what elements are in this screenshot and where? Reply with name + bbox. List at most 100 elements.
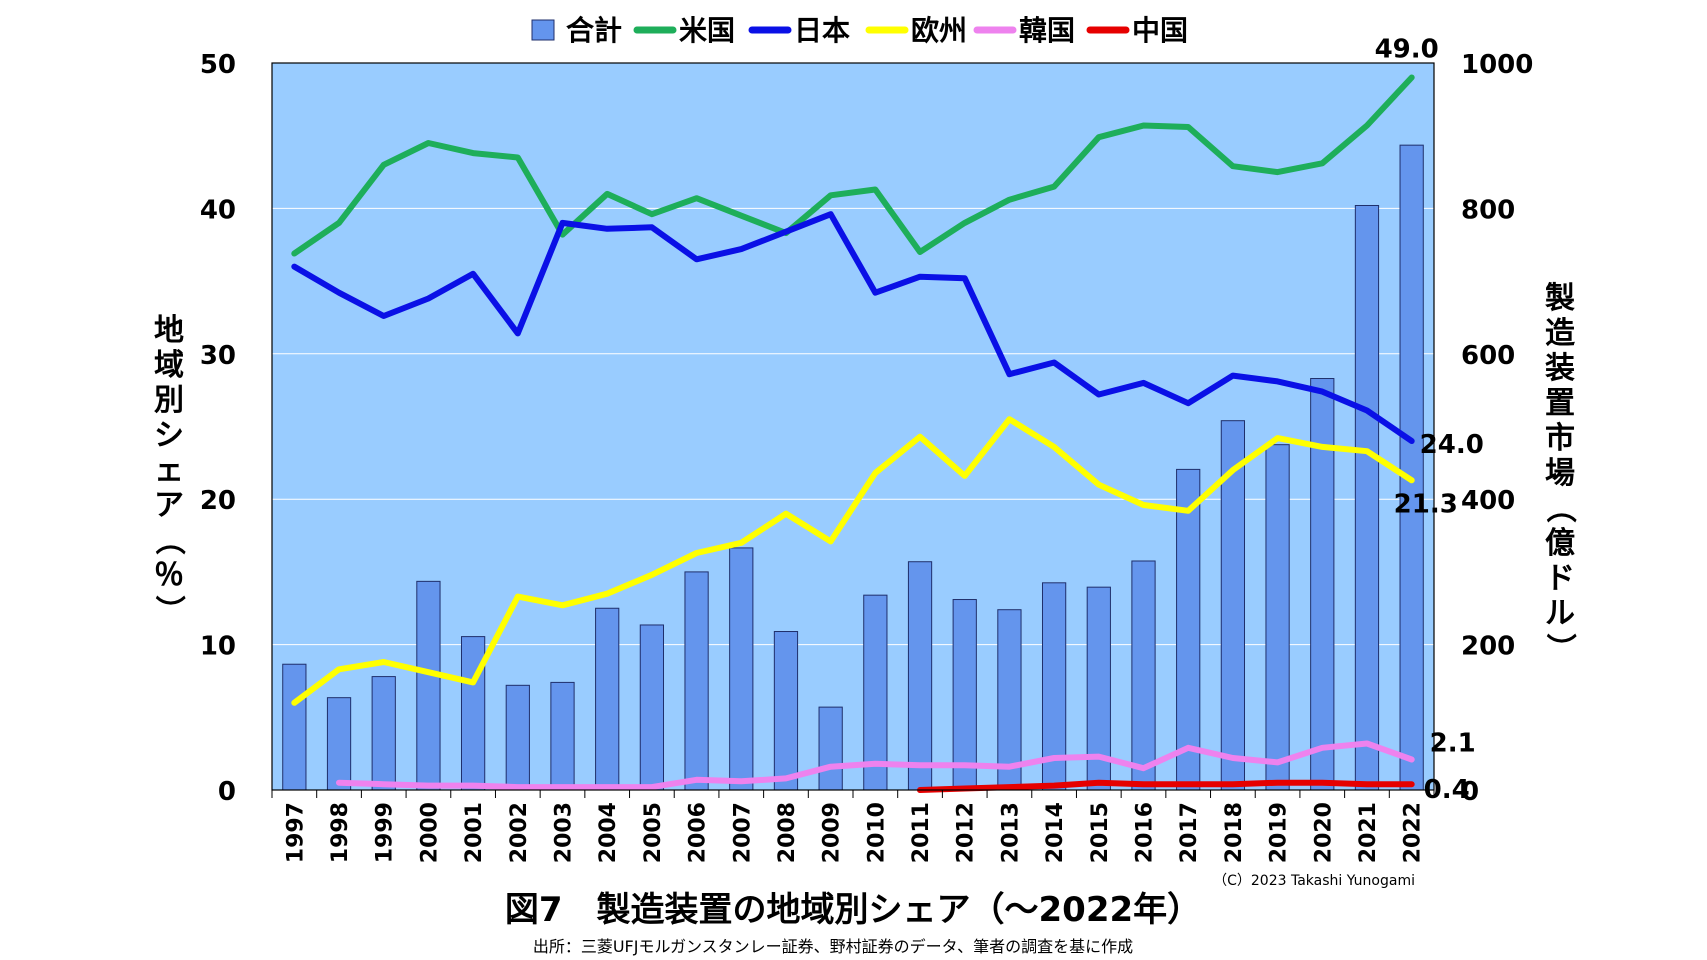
y-left-tick-label: 50 (200, 50, 236, 80)
x-tick-label: 1997 (283, 802, 308, 863)
y-label-right-char: （ (1542, 493, 1577, 523)
y-right-tick-label: 1000 (1461, 50, 1533, 80)
y-label-right-char: 置 (1545, 386, 1575, 421)
y-left-tick-label: 10 (200, 632, 236, 662)
line-series (291, 74, 1415, 793)
legend: 合計 米国 日本 欧州 韓国 中国 (531, 14, 1188, 47)
bar-2002 (505, 684, 530, 791)
x-tick-label: 2011 (909, 802, 934, 863)
y-label-right-char: 場 (1545, 456, 1575, 491)
y-label-left-char: ェ (154, 453, 184, 488)
x-tick-label: 2020 (1311, 802, 1336, 863)
line-日本 (291, 211, 1415, 444)
line-中国 (917, 779, 1415, 793)
legend-label: 韓国 (1019, 14, 1075, 47)
x-tick-label: 2006 (686, 802, 711, 863)
bar-2000 (416, 580, 441, 791)
x-tick-label: 2015 (1088, 802, 1113, 863)
bar-2009 (818, 706, 843, 791)
legend-swatch (531, 19, 555, 41)
x-tick-label: 2013 (998, 802, 1023, 863)
y-label-right-char: 装 (1545, 351, 1575, 386)
y-label-right-char: 造 (1545, 316, 1575, 351)
data-labels: 49.0 24.0 21.3 2.1 0.4 (1375, 35, 1484, 806)
y-left-tick-label: 20 (200, 486, 236, 516)
x-tick-label: 2019 (1267, 802, 1292, 863)
x-tick-label: 2001 (462, 802, 487, 863)
line-米国 (291, 74, 1415, 257)
x-tick-label: 2002 (507, 802, 532, 863)
x-tick-label: 2012 (954, 802, 979, 863)
data-label-米国: 49.0 (1375, 35, 1439, 65)
legend-label: 欧州 (911, 14, 967, 47)
y-label-right-char: 製 (1545, 281, 1575, 316)
bar-2020 (1310, 378, 1335, 791)
x-tick-label: 2016 (1133, 802, 1158, 863)
bar-1999 (371, 676, 396, 791)
x-tick-label: 2014 (1043, 802, 1068, 863)
bar-2005 (639, 624, 665, 791)
x-tick-label: 1998 (328, 802, 353, 863)
bar-2007 (729, 547, 754, 791)
source-note: 出所：三菱UFJモルガンスタンレー証券、野村証券のデータ、筆者の調査を基に作成 (533, 937, 1133, 956)
y-right-tick-label: 0 (1461, 777, 1479, 807)
y-label-left-char: ア (154, 488, 184, 523)
y-label-right-char: ） (1542, 633, 1577, 663)
bar-2017 (1176, 468, 1201, 791)
x-tick-label: 2009 (820, 802, 845, 863)
x-axis-ticks: 1997 1998 1999 2000 2001 2002 2003 2004 2005 2006… (283, 802, 1425, 863)
legend-label: 中国 (1132, 14, 1188, 47)
axes (271, 62, 1435, 798)
x-tick-label: 2005 (641, 802, 666, 863)
data-label-中国: 0.4 (1424, 775, 1470, 805)
y-label-left-char: ％ (154, 558, 184, 593)
bar-2008 (773, 631, 799, 791)
bar-2021 (1354, 204, 1380, 791)
data-label-日本: 24.0 (1420, 430, 1484, 460)
y-right-tick-label: 800 (1461, 195, 1515, 225)
data-label-韓国: 2.1 (1430, 728, 1476, 758)
line-欧州 (291, 416, 1415, 706)
y-label-right-char: ド (1545, 561, 1575, 596)
y-label-left-char: シ (154, 418, 184, 453)
bar-2001 (460, 636, 486, 791)
x-tick-label: 2007 (730, 802, 755, 863)
y-right-tick-label: 400 (1461, 486, 1515, 516)
y-label-left-char: ） (151, 595, 186, 625)
x-tick-label: 2010 (864, 802, 889, 863)
y-label-left-char: 別 (154, 383, 184, 418)
y-left-tick-label: 40 (200, 195, 236, 225)
y-label-left-char: 域 (154, 348, 184, 383)
bar-1998 (326, 697, 352, 791)
bar-2012 (952, 599, 977, 791)
y-label-left-char: 地 (154, 313, 184, 348)
line-韓国 (336, 740, 1415, 791)
x-tick-label: 2003 (552, 802, 577, 863)
y-right-tick-label: 600 (1461, 341, 1515, 371)
x-tick-label: 2004 (596, 802, 621, 863)
x-tick-label: 2018 (1222, 802, 1247, 863)
bar-2016 (1131, 560, 1156, 791)
legend-label: 米国 (679, 14, 735, 47)
bar-2004 (595, 607, 620, 791)
left-axis-ticks: 0 10 20 30 40 50 (200, 50, 236, 807)
y-label-left-char: （ (151, 525, 186, 555)
bar-2006 (684, 571, 709, 791)
legend-label: 合計 (566, 14, 622, 47)
right-axis-ticks: 0 200 400 600 800 1000 (1461, 50, 1533, 807)
legend-label: 日本 (794, 14, 850, 47)
y-axis-label-left: 地域別シェア（％） (151, 313, 186, 625)
x-tick-label: 1999 (373, 802, 398, 863)
y-label-right-char: 億 (1545, 526, 1575, 561)
bar-2019 (1265, 444, 1290, 791)
y-right-tick-label: 200 (1461, 632, 1515, 662)
bar-1997 (282, 663, 307, 791)
chart-title: 図7 製造装置の地域別シェア（～2022年） (505, 890, 1201, 930)
x-tick-label: 2017 (1177, 802, 1202, 863)
x-tick-label: 2022 (1401, 802, 1426, 863)
bar-2022 (1399, 144, 1424, 791)
bar-2011 (907, 561, 933, 791)
data-label-欧州: 21.3 (1394, 489, 1458, 519)
